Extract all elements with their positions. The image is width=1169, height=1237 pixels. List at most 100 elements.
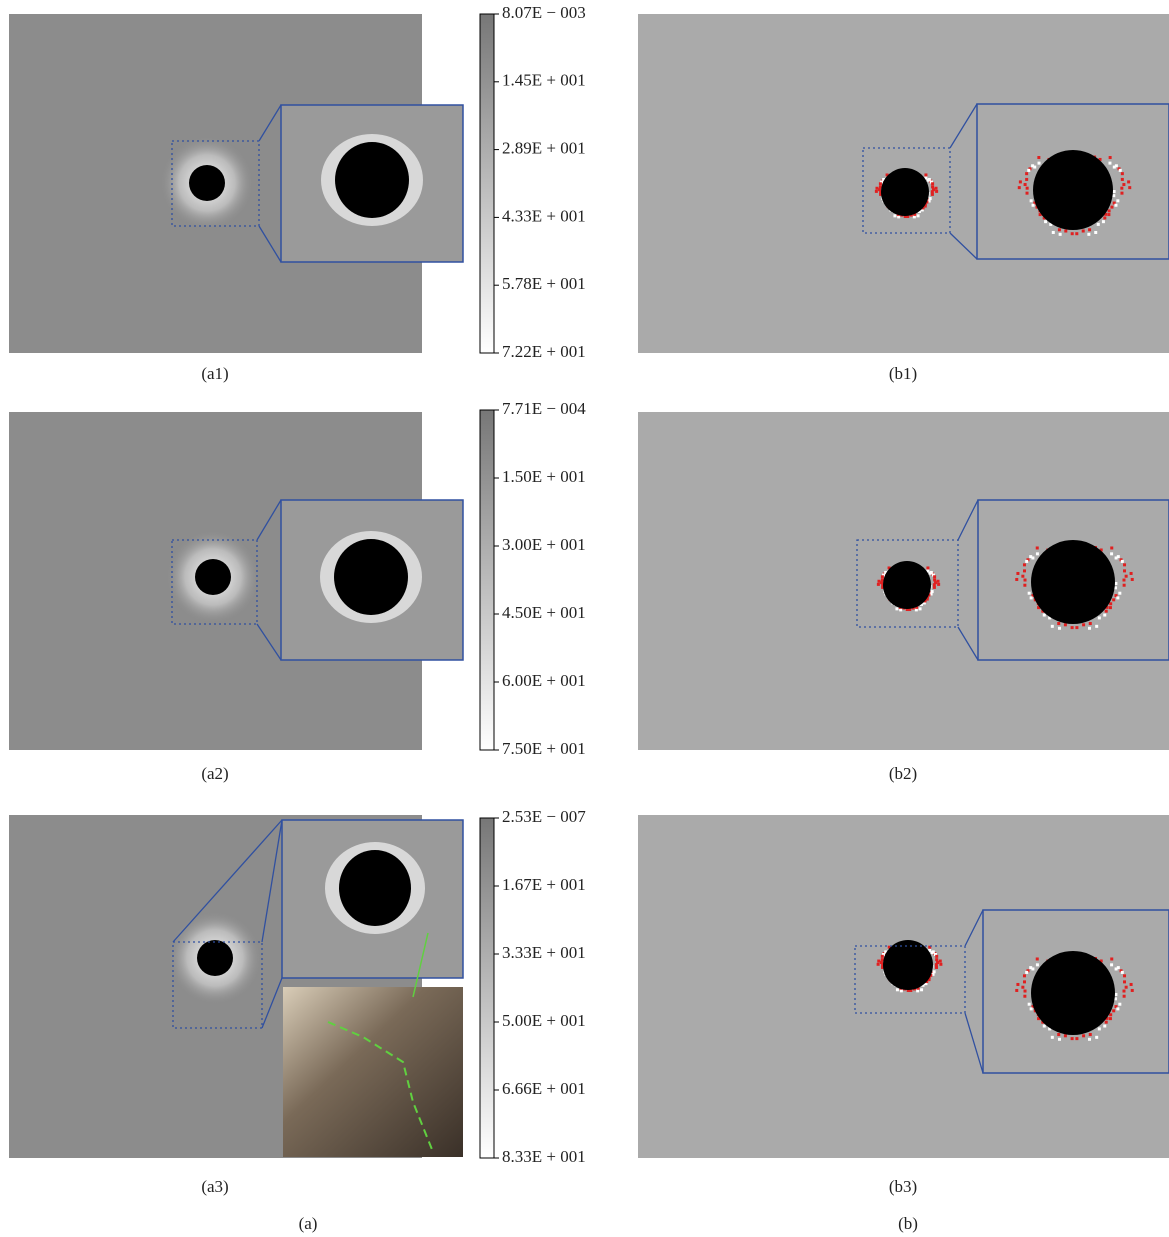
failure-speck (1023, 563, 1026, 566)
failure-speck (1021, 575, 1024, 578)
failure-speck (1021, 986, 1024, 989)
panel-label: (b3) (889, 1177, 917, 1196)
failure-speck (1125, 575, 1128, 578)
failure-speck (1023, 980, 1026, 983)
colorbar-label: 1.50E + 001 (502, 467, 586, 486)
failure-speck (1103, 1025, 1106, 1028)
failure-speck (937, 580, 940, 583)
failure-speck (881, 955, 884, 958)
failure-speck (1037, 156, 1040, 159)
failure-speck (1087, 233, 1090, 236)
failure-speck (1064, 1034, 1067, 1037)
failure-speck (1123, 584, 1126, 587)
failure-speck (1115, 967, 1118, 970)
failure-speck (1109, 156, 1112, 159)
failure-speck (1015, 578, 1018, 581)
failure-speck (1018, 186, 1021, 189)
failure-speck (1118, 1003, 1121, 1006)
failure-speck (931, 951, 934, 954)
failure-speck (1123, 569, 1126, 572)
inset-borehole (1031, 540, 1115, 624)
failure-speck (877, 583, 880, 586)
failure-speck (1095, 625, 1098, 628)
failure-speck (881, 958, 884, 961)
failure-speck (1075, 232, 1078, 235)
failure-speck (1122, 990, 1125, 993)
failure-speck (1123, 995, 1126, 998)
failure-speck (1058, 228, 1061, 231)
failure-speck (1051, 1036, 1054, 1039)
failure-speck (933, 583, 936, 586)
failure-speck (1033, 166, 1036, 169)
failure-speck (1121, 560, 1124, 563)
colorbar-label: 8.33E + 001 (502, 1147, 586, 1166)
failure-speck (1097, 223, 1100, 226)
group-label: (b) (898, 1214, 918, 1233)
failure-speck (1108, 162, 1111, 165)
failure-speck (1082, 230, 1085, 233)
colorbar (480, 410, 494, 750)
failure-speck (1036, 552, 1039, 555)
failure-speck (935, 958, 938, 961)
field-photo (283, 987, 463, 1157)
failure-speck (931, 193, 934, 196)
colorbar-label: 3.33E + 001 (502, 943, 586, 962)
borehole (189, 165, 225, 201)
failure-speck (1071, 1037, 1074, 1040)
colorbar-label: 6.00E + 001 (502, 671, 586, 690)
failure-speck (939, 960, 942, 963)
inset-borehole (335, 142, 409, 218)
colorbar-label: 2.53E − 007 (502, 807, 586, 826)
failure-speck (1121, 172, 1124, 175)
failure-speck (1127, 180, 1130, 183)
colorbar-label: 8.07E − 003 (502, 3, 586, 22)
colorbar-label: 4.33E + 001 (502, 206, 586, 225)
failure-speck (1108, 209, 1111, 212)
failure-speck (1113, 166, 1116, 169)
failure-speck (1121, 971, 1124, 974)
failure-speck (1036, 546, 1039, 549)
failure-speck (916, 989, 919, 992)
failure-speck (1109, 606, 1112, 609)
failure-speck (1123, 980, 1126, 983)
failure-speck (1109, 602, 1112, 605)
panel-label: (a3) (201, 1177, 228, 1196)
failure-speck (1089, 1033, 1092, 1036)
failure-speck (1128, 186, 1131, 189)
failure-speck (1038, 162, 1041, 165)
failure-speck (1109, 1013, 1112, 1016)
failure-speck (1131, 578, 1134, 581)
failure-speck (1075, 1037, 1078, 1040)
failure-speck (1116, 596, 1119, 599)
failure-speck (877, 580, 880, 583)
failure-speck (895, 607, 898, 610)
failure-speck (1088, 627, 1091, 630)
failure-speck (1025, 172, 1028, 175)
failure-speck (1125, 986, 1128, 989)
failure-speck (1030, 1007, 1033, 1010)
panel-label: (a2) (201, 764, 228, 783)
failure-speck (924, 173, 927, 176)
failure-speck (1103, 216, 1106, 219)
failure-speck (1102, 220, 1105, 223)
failure-speck (1123, 974, 1126, 977)
borehole (197, 940, 233, 976)
failure-speck (931, 182, 934, 185)
failure-speck (1120, 192, 1123, 195)
failure-speck (1122, 183, 1125, 186)
failure-speck (929, 197, 932, 200)
failure-speck (1103, 614, 1106, 617)
failure-speck (1023, 995, 1026, 998)
failure-speck (1110, 552, 1113, 555)
failure-speck (1057, 1033, 1060, 1036)
failure-speck (1052, 231, 1055, 234)
failure-speck (1112, 1009, 1115, 1012)
colorbar-label: 3.00E + 001 (502, 535, 586, 554)
failure-speck (935, 963, 938, 966)
failure-speck (1043, 614, 1046, 617)
failure-speck (935, 955, 938, 958)
failure-speck (1114, 204, 1117, 207)
figure: (a) (b) 8.07E − 0031.45E + 0012.89E + 00… (0, 0, 1169, 1237)
failure-speck (1023, 974, 1026, 977)
failure-speck (927, 179, 930, 182)
